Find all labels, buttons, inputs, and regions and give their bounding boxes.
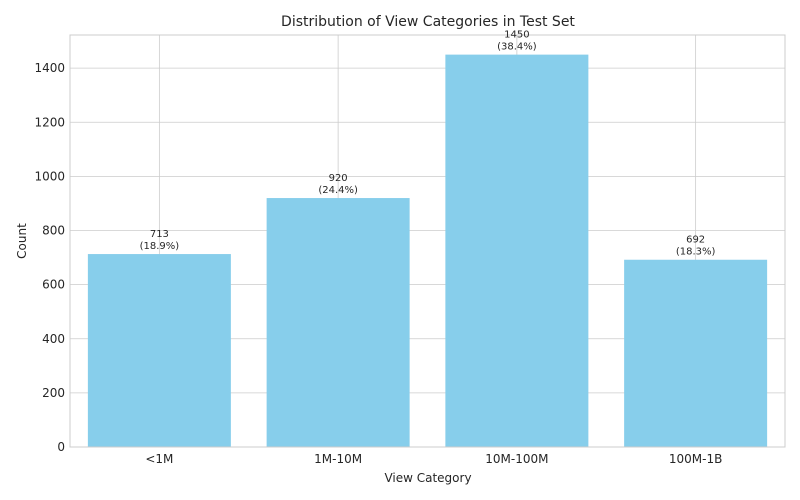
bars xyxy=(87,54,768,447)
bar-percent-label: (24.4%) xyxy=(318,185,358,196)
y-tick-label: 400 xyxy=(42,332,65,346)
y-tick-label: 0 xyxy=(57,440,65,454)
y-tick-label: 200 xyxy=(42,386,65,400)
bar-value-label: 920 xyxy=(329,173,348,184)
bar-percent-label: (38.4%) xyxy=(497,42,537,53)
bar xyxy=(445,54,589,447)
x-tick-label: 10M-100M xyxy=(485,452,548,466)
plot-frame xyxy=(69,34,786,448)
bar-percent-label: (18.9%) xyxy=(140,241,180,252)
y-axis-label: Count xyxy=(15,223,29,259)
y-tick-label: 1000 xyxy=(34,169,65,183)
x-axis-label: View Category xyxy=(384,471,471,485)
bar xyxy=(87,254,231,447)
y-tick-label: 1200 xyxy=(34,115,65,129)
bar-percent-label: (18.3%) xyxy=(676,247,716,258)
y-axis-ticks: 0 200 400 600 800 1000 1200 1400 xyxy=(34,61,65,454)
bar-value-label: 692 xyxy=(686,235,705,246)
x-tick-label: <1M xyxy=(145,452,173,466)
bar xyxy=(266,198,410,447)
chart-title: Distribution of View Categories in Test … xyxy=(281,14,575,30)
bar-value-label: 713 xyxy=(150,229,169,240)
y-tick-label: 800 xyxy=(42,224,65,238)
x-axis-ticks: <1M 1M-10M 10M-100M 100M-1B xyxy=(145,452,722,466)
x-tick-label: 100M-1B xyxy=(669,452,722,466)
bar-value-label: 1450 xyxy=(504,30,529,41)
y-tick-label: 1400 xyxy=(34,61,65,75)
y-tick-label: 600 xyxy=(42,278,65,292)
bar-labels: 713(18.9%) 920(24.4%) 1450(38.4%) 692(18.3%… xyxy=(140,30,716,258)
x-tick-label: 1M-10M xyxy=(314,452,362,466)
bar xyxy=(624,259,768,447)
